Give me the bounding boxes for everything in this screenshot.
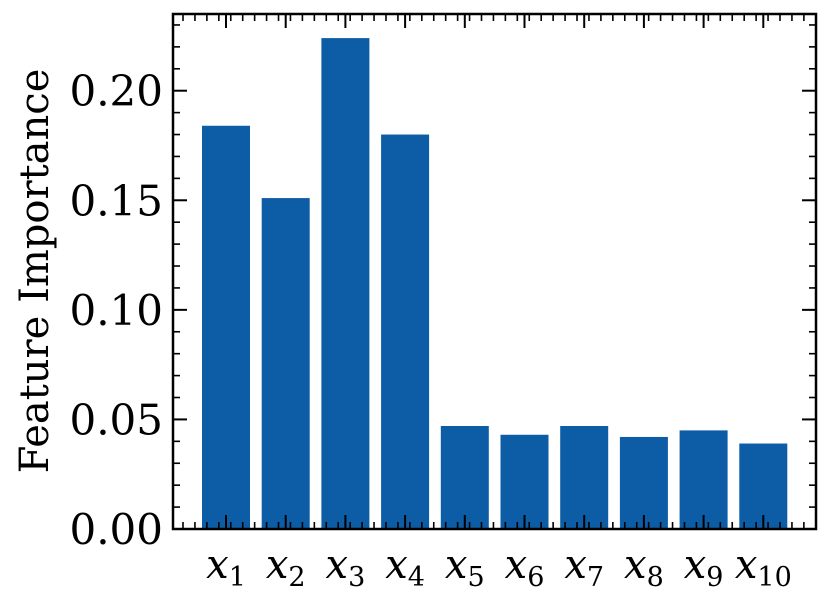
x-tick-label: x6 [505, 542, 545, 593]
bar-2 [261, 198, 310, 529]
bar-4 [381, 134, 430, 529]
x-tick-label-subscript: 8 [647, 562, 664, 593]
y-tick-label: 0.05 [69, 395, 163, 444]
x-tick-label: x4 [385, 542, 425, 593]
x-tick-label-base: x [445, 542, 468, 588]
x-tick-label-subscript: 3 [348, 562, 365, 593]
x-tick-label-subscript: 7 [587, 562, 604, 593]
x-tick-label: x8 [624, 542, 664, 593]
bar-6 [500, 434, 549, 529]
bar-3 [321, 38, 370, 529]
x-tick-label-subscript: 10 [757, 562, 791, 593]
x-tick-label-base: x [624, 542, 647, 588]
y-tick-label: 0.10 [69, 286, 163, 335]
x-tick-label: x1 [206, 542, 246, 593]
bar-10 [739, 443, 788, 529]
x-tick-label-subscript: 9 [706, 562, 723, 593]
x-tick-label: x7 [564, 542, 604, 593]
plot-frame [171, 12, 818, 531]
y-tick-label: 0.15 [69, 176, 163, 225]
x-tick-label-base: x [684, 542, 707, 588]
y-axis-ticks: 0.00 0.05 0.10 0.15 0.20 [69, 24, 816, 554]
bar-5 [440, 426, 489, 529]
x-tick-label-subscript: 1 [229, 562, 246, 593]
x-tick-label-base: x [326, 542, 349, 588]
x-tick-label-base: x [735, 542, 758, 588]
y-axis-label: Feature Importance [12, 69, 58, 474]
bar-1 [202, 125, 250, 529]
x-tick-label-subscript: 2 [288, 562, 305, 593]
x-tick-label-base: x [266, 542, 289, 588]
y-tick-label: 0.00 [69, 505, 163, 554]
x-tick-label-base: x [564, 542, 587, 588]
x-tick-label-base: x [385, 542, 408, 588]
x-tick-label: x5 [445, 542, 485, 593]
x-tick-label: x10 [735, 542, 792, 593]
x-tick-label-base: x [206, 542, 229, 588]
x-tick-label-base: x [505, 542, 528, 588]
x-tick-label: x2 [266, 542, 306, 593]
x-tick-label: x9 [684, 542, 724, 593]
bar-8 [619, 436, 668, 529]
bars-group [202, 38, 788, 529]
x-tick-label-subscript: 6 [527, 562, 544, 593]
y-tick-label: 0.20 [69, 67, 163, 116]
x-tick-label: x3 [326, 542, 366, 593]
bar-9 [679, 430, 728, 529]
x-tick-label-subscript: 5 [467, 562, 484, 593]
x-tick-label-subscript: 4 [408, 562, 425, 593]
bar-7 [560, 426, 609, 529]
